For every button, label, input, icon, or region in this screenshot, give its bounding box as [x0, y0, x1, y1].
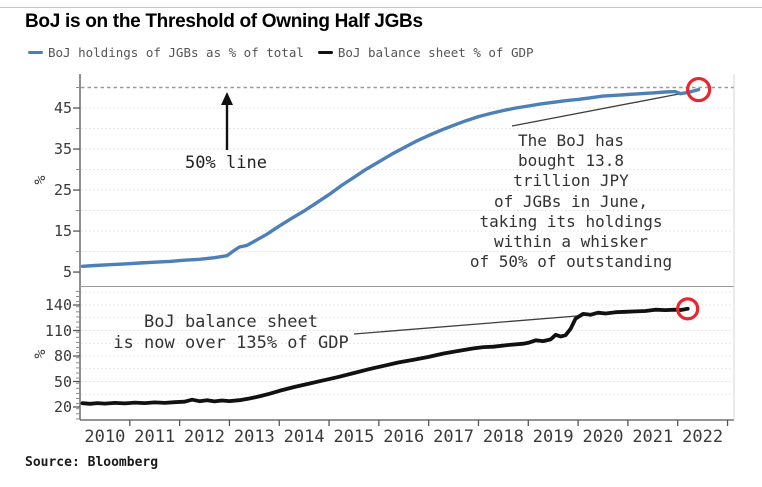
y-tick-label: 80: [53, 347, 72, 365]
y-tick-label: 110: [44, 321, 72, 340]
x-tick-label: 2010: [84, 427, 126, 447]
highlight-circle-icon: [676, 297, 700, 321]
annotation-pointer-line: [353, 314, 590, 335]
top-divider: [0, 7, 762, 8]
y-tick-label: 20: [53, 397, 72, 416]
y-tick-label: 5: [62, 263, 72, 282]
x-tick-label: 2014: [283, 427, 325, 447]
y-tick-label: 45: [53, 99, 72, 118]
x-tick-label: 2016: [383, 427, 425, 447]
y-tick-label: 15: [53, 222, 72, 241]
y-tick-label: 140: [44, 296, 72, 315]
chart-title: BoJ is on the Threshold of Owning Half J…: [25, 11, 423, 32]
x-tick-label: 2011: [134, 427, 176, 447]
legend-item-jgb-holdings: BoJ holdings of JGBs as % of total: [28, 45, 304, 60]
y-axis-unit-label: %: [31, 175, 49, 185]
legend-label: BoJ balance sheet % of GDP: [337, 45, 534, 60]
x-tick-label: 2019: [532, 427, 574, 447]
arrow-head-icon: [221, 92, 233, 105]
x-tick-label: 2015: [333, 427, 375, 447]
blue-line-swatch: [28, 50, 43, 55]
black-line-swatch: [317, 50, 333, 55]
y-tick-label: 35: [53, 140, 72, 159]
x-tick-label: 2022: [682, 427, 724, 447]
source-credit: Source: Bloomberg: [25, 455, 159, 470]
x-tick-label: 2018: [482, 427, 524, 447]
series-line-balance-sheet-panel: [80, 306, 690, 406]
y-tick-label: 25: [53, 181, 72, 200]
x-tick-label: 2020: [582, 427, 624, 447]
legend: BoJ holdings of JGBs as % of total BoJ b…: [28, 45, 534, 60]
boj-purchase-annotation: The BoJ has bought 13.8 trillion JPY of …: [469, 131, 673, 272]
annotation-pointer-line: [511, 92, 685, 127]
series-line-jgb-holdings-panel: [80, 87, 701, 268]
x-tick-label: 2017: [433, 427, 475, 447]
x-tick-label: 2012: [184, 427, 225, 447]
fifty-percent-line-label: 50% line: [185, 153, 267, 173]
y-tick-label: 50: [53, 372, 72, 391]
balance-sheet-annotation: BoJ balance sheet is now over 135% of GD…: [113, 312, 349, 353]
y-axis-unit-label: %: [31, 348, 49, 359]
legend-item-balance-sheet: BoJ balance sheet % of GDP: [317, 45, 534, 60]
highlight-circle-icon: [686, 76, 712, 103]
legend-label: BoJ holdings of JGBs as % of total: [48, 45, 304, 60]
x-tick-label: 2013: [233, 427, 275, 447]
x-tick-label: 2021: [632, 427, 674, 447]
